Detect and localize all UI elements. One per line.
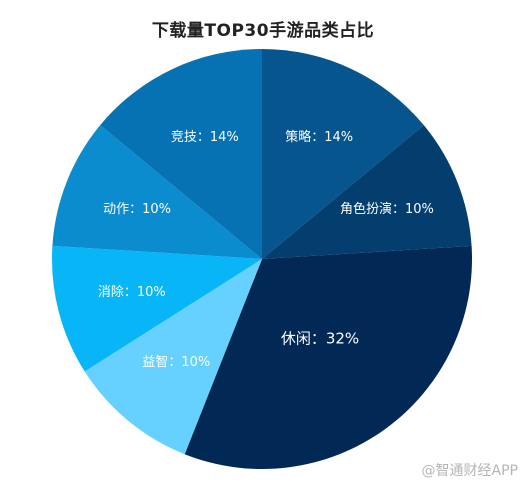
slice-label-休闲: 休闲：32% (281, 329, 359, 347)
pie-slice-策略 (262, 49, 424, 259)
slice-label-角色扮演: 角色扮演：10% (340, 201, 434, 217)
pie-slice-动作 (52, 125, 263, 259)
slice-label-消除: 消除：10% (98, 285, 166, 300)
pie-labels: 策略：14% 角色扮演：10% 休闲：32% 益智：10% 消除：10% 动作：10% 竞技… (98, 129, 434, 370)
pie-slice-消除 (52, 245, 263, 372)
watermark: @智通财经APP (421, 463, 518, 479)
chart-title: 下载量TOP30手游品类占比 (151, 21, 375, 41)
slice-label-动作: 动作：10% (103, 202, 171, 217)
slice-label-策略: 策略：14% (285, 129, 353, 145)
pie-slice-竞技 (100, 49, 262, 259)
slice-label-益智: 益智：10% (142, 355, 210, 370)
pie-slice-益智 (84, 259, 263, 455)
slice-label-竞技: 竞技：14% (171, 129, 239, 145)
pie-slice-角色扮演 (262, 125, 472, 259)
pie-slice-休闲 (184, 245, 472, 469)
pie-slices (52, 49, 472, 469)
